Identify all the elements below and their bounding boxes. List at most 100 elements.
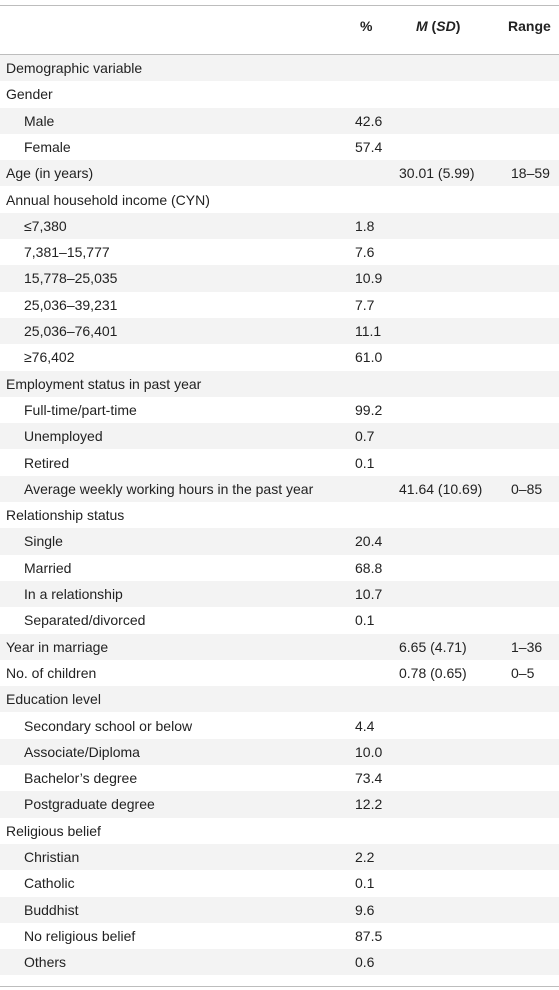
row-percent: 1.8 xyxy=(355,217,375,234)
row-percent: 20.4 xyxy=(355,533,383,550)
table-row: Single 20.4 xyxy=(0,528,559,555)
header-range: Range xyxy=(508,18,551,34)
table-row: Employment status in past year xyxy=(0,370,559,397)
row-label: Relationship status xyxy=(6,507,125,524)
row-percent: 12.2 xyxy=(355,796,383,813)
row-percent: 42.6 xyxy=(355,112,383,129)
table-row: Catholic 0.1 xyxy=(0,870,559,896)
row-percent: 0.7 xyxy=(355,428,375,445)
row-label: Male xyxy=(24,112,55,129)
row-percent: 0.1 xyxy=(355,454,375,471)
row-percent: 68.8 xyxy=(355,559,383,576)
row-percent: 87.5 xyxy=(355,927,383,944)
header-sd-close: ) xyxy=(455,18,461,34)
row-percent: 4.4 xyxy=(355,717,375,734)
row-label: Postgraduate degree xyxy=(24,796,155,813)
row-label: ≥76,402 xyxy=(24,349,75,366)
table-row: Christian 2.2 xyxy=(0,844,559,871)
row-percent: 2.2 xyxy=(355,849,375,865)
table-row: Religious belief xyxy=(0,818,559,844)
row-label: 25,036–76,401 xyxy=(24,323,118,339)
row-label: Education level xyxy=(6,691,101,708)
header-sd-open: ( xyxy=(427,18,437,34)
table-row: ≥76,402 61.0 xyxy=(0,344,559,370)
row-mean-sd: 6.65 (4.71) xyxy=(399,638,467,655)
row-range: 0–5 xyxy=(511,664,535,681)
table-row: Year in marriage 6.65 (4.71) 1–36 xyxy=(0,633,559,660)
table-row: Male 42.6 xyxy=(0,107,559,134)
row-percent: 0.6 xyxy=(355,954,375,971)
row-label: Married xyxy=(24,559,72,576)
row-percent: 10.0 xyxy=(355,743,383,760)
table-row: No religious belief 87.5 xyxy=(0,923,559,949)
row-label: No. of children xyxy=(6,664,97,681)
table-row: Buddhist 9.6 xyxy=(0,896,559,923)
row-percent: 7.7 xyxy=(355,296,375,313)
row-label: Others xyxy=(24,954,67,971)
row-label: 7,381–15,777 xyxy=(24,244,110,261)
row-label: Unemployed xyxy=(24,428,103,445)
row-label: 25,036–39,231 xyxy=(24,296,118,313)
row-label: Age (in years) xyxy=(6,165,94,182)
row-label: Demographic variable xyxy=(6,60,143,76)
bottom-rule xyxy=(0,986,559,987)
row-label: Average weekly working hours in the past… xyxy=(24,480,314,497)
row-label: ≤7,380 xyxy=(24,217,67,234)
row-label: Retired xyxy=(24,454,70,471)
table-row: Separated/divorced 0.1 xyxy=(0,607,559,633)
row-label: Female xyxy=(24,138,71,155)
table-row: Secondary school or below 4.4 xyxy=(0,713,559,739)
table-row: Annual household income (CYN) xyxy=(0,187,559,213)
table-row: Female 57.4 xyxy=(0,134,559,160)
table-row: Unemployed 0.7 xyxy=(0,423,559,450)
row-percent: 10.7 xyxy=(355,586,383,602)
header-mean: M xyxy=(416,18,428,34)
row-percent: 73.4 xyxy=(355,770,383,787)
table-row: Gender xyxy=(0,81,559,107)
table-row: Education level xyxy=(0,686,559,713)
table-row: Age (in years) 30.01 (5.99) 18–59 xyxy=(0,160,559,187)
row-label: Single xyxy=(24,533,63,550)
table-row: Full-time/part-time 99.2 xyxy=(0,397,559,423)
row-mean-sd: 30.01 (5.99) xyxy=(399,165,475,182)
row-label: Bachelor’s degree xyxy=(24,770,138,787)
row-percent: 57.4 xyxy=(355,138,383,155)
table-row: 25,036–76,401 11.1 xyxy=(0,318,559,345)
table-row: Retired 0.1 xyxy=(0,450,559,476)
header-mean-sd: M (SD) xyxy=(416,13,460,39)
table-row: In a relationship 10.7 xyxy=(0,581,559,608)
table-row: Bachelor’s degree 73.4 xyxy=(0,765,559,791)
row-mean-sd: 41.64 (10.69) xyxy=(399,480,483,497)
row-label: Employment status in past year xyxy=(6,375,202,392)
row-label: Annual household income (CYN) xyxy=(6,191,210,208)
table-row: No. of children 0.78 (0.65) 0–5 xyxy=(0,660,559,686)
row-percent: 61.0 xyxy=(355,349,383,366)
row-range: 0–85 xyxy=(511,480,543,497)
row-percent: 10.9 xyxy=(355,270,383,287)
row-range: 1–36 xyxy=(511,638,543,655)
row-label: Christian xyxy=(24,849,80,865)
row-label: Religious belief xyxy=(6,822,101,839)
header-rule xyxy=(0,54,559,55)
table-row: ≤7,380 1.8 xyxy=(0,212,559,240)
table-row: Demographic variable xyxy=(0,55,559,82)
header-percent: % xyxy=(360,18,373,34)
table-row: Relationship status xyxy=(0,502,559,528)
row-percent: 0.1 xyxy=(355,875,375,892)
row-label: Secondary school or below xyxy=(24,717,193,734)
table-row: Others 0.6 xyxy=(0,949,559,976)
row-label: Catholic xyxy=(24,875,75,892)
table-row: 25,036–39,231 7.7 xyxy=(0,292,559,318)
row-label: Buddhist xyxy=(24,901,79,918)
row-percent: 11.1 xyxy=(355,323,382,339)
top-rule xyxy=(0,5,559,6)
row-label: Separated/divorced xyxy=(24,612,146,629)
row-label: Full-time/part-time xyxy=(24,401,137,418)
table-row: 15,778–25,035 10.9 xyxy=(0,265,559,292)
row-percent: 0.1 xyxy=(355,612,375,629)
row-label: No religious belief xyxy=(24,927,136,944)
table-row: 7,381–15,777 7.6 xyxy=(0,239,559,265)
row-range: 18–59 xyxy=(511,165,550,182)
row-percent: 9.6 xyxy=(355,901,375,918)
row-label: Year in marriage xyxy=(6,638,109,655)
